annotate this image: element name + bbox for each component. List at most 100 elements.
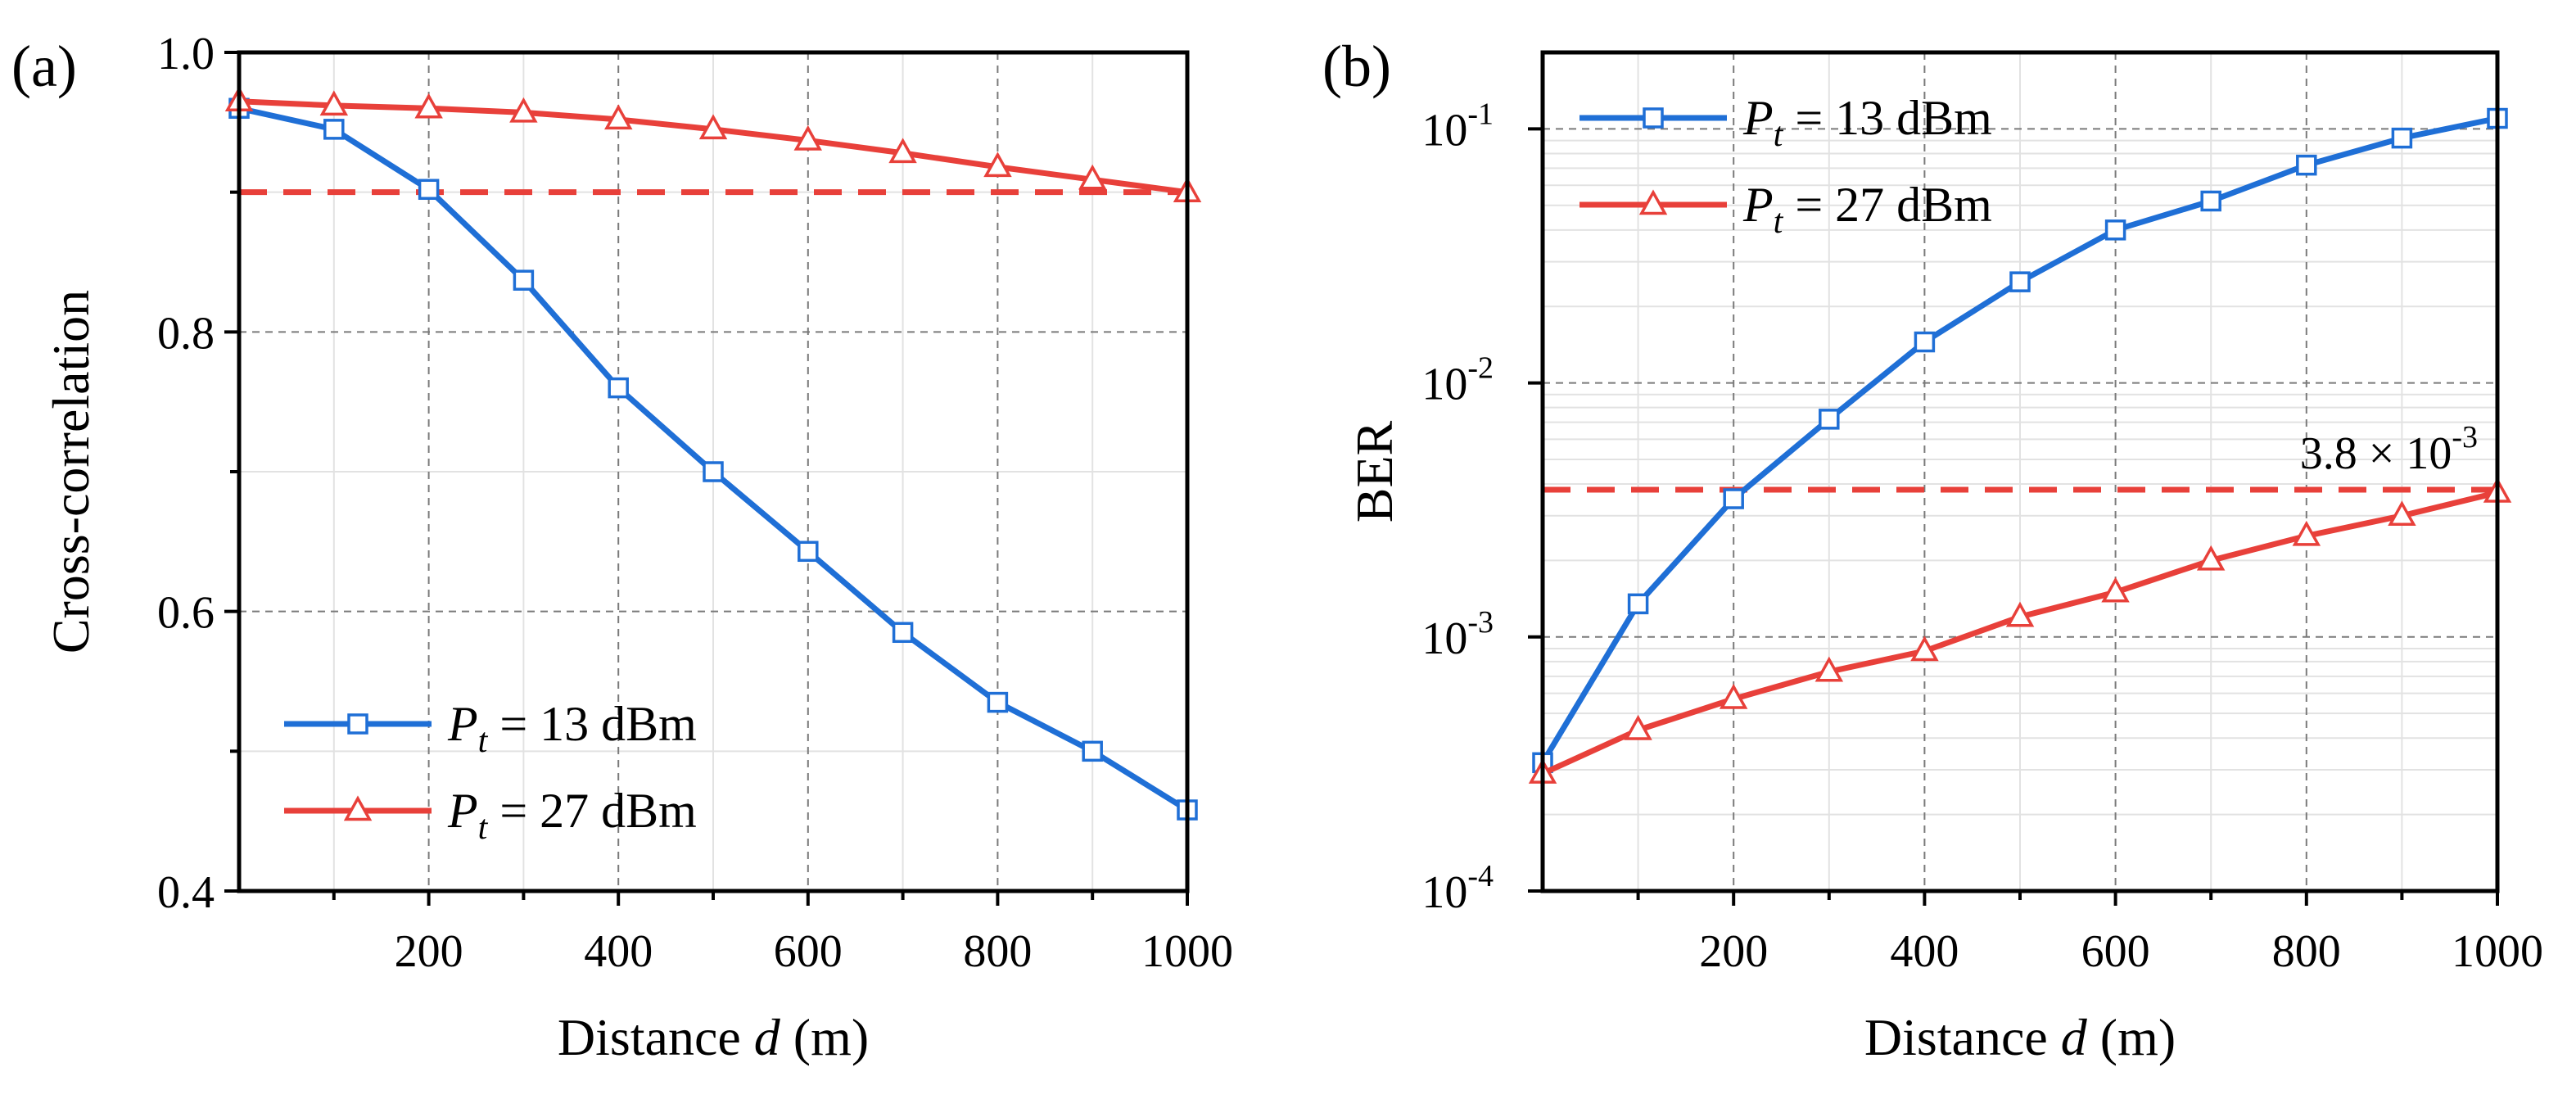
grid bbox=[239, 52, 1187, 891]
data-point bbox=[2009, 271, 2031, 292]
data-point bbox=[698, 114, 728, 140]
grid bbox=[1543, 52, 2497, 891]
data-point bbox=[418, 179, 440, 201]
legend-rest: = 27 dBm bbox=[487, 784, 697, 838]
legend-var: P bbox=[1742, 178, 1774, 232]
data-point bbox=[323, 119, 345, 140]
data-point bbox=[892, 622, 914, 644]
data-point bbox=[1814, 656, 1844, 682]
data-point bbox=[1723, 488, 1744, 509]
data-point bbox=[1910, 635, 1939, 662]
x-tick-label: 600 bbox=[774, 926, 843, 977]
y-tick-exponent: -3 bbox=[1467, 605, 1494, 640]
panel-label: (b) bbox=[1322, 34, 1391, 99]
data-point bbox=[2296, 154, 2317, 176]
y-tick-base: 10 bbox=[1421, 105, 1467, 156]
x-tick-label: 200 bbox=[1699, 926, 1768, 977]
data-point bbox=[414, 93, 443, 119]
y-axis-label: Cross-correlation bbox=[42, 290, 100, 654]
legend-rest: = 27 dBm bbox=[1783, 178, 1992, 232]
x-axis-label-var: d bbox=[2061, 1008, 2088, 1066]
x-axis-label-var: d bbox=[754, 1008, 781, 1066]
data-point bbox=[2101, 577, 2130, 603]
legend-sub: t bbox=[1774, 116, 1784, 154]
data-point bbox=[608, 377, 629, 399]
data-point bbox=[1082, 740, 1103, 762]
legend-marker bbox=[1643, 107, 1664, 129]
data-point bbox=[1078, 164, 1107, 190]
x-axis-label-unit: (m) bbox=[2087, 1008, 2176, 1066]
y-tick-label: 0.8 bbox=[157, 308, 215, 359]
x-tick-label: 200 bbox=[395, 926, 463, 977]
data-point bbox=[2292, 520, 2321, 546]
legend-rest: = 13 dBm bbox=[1783, 91, 1992, 145]
legend-rest: = 13 dBm bbox=[487, 697, 697, 751]
data-point bbox=[2388, 500, 2416, 527]
chart-panel-b: 200 400 600 800 100010-410-310-210-1Distance… bbox=[1322, 34, 2543, 1066]
data-point bbox=[319, 90, 349, 116]
y-tick-label: 10-2 bbox=[1421, 351, 1494, 410]
legend-label: Pt = 27 dBm bbox=[447, 784, 697, 847]
y-axis-label: BER bbox=[1345, 420, 1403, 522]
y-tick-label: 10-1 bbox=[1421, 97, 1494, 156]
y-tick-label: 1.0 bbox=[157, 29, 215, 79]
data-point bbox=[1719, 683, 1748, 709]
data-point bbox=[2200, 190, 2221, 212]
data-point bbox=[793, 124, 822, 151]
y-tick-label: 10-4 bbox=[1421, 859, 1494, 918]
data-point bbox=[798, 540, 819, 563]
x-tick-label: 600 bbox=[2081, 926, 2150, 977]
legend-var: P bbox=[447, 784, 478, 838]
x-tick-label: 400 bbox=[1890, 926, 1959, 977]
y-tick-exponent: -4 bbox=[1467, 859, 1494, 893]
x-tick-label: 400 bbox=[584, 926, 653, 977]
data-point bbox=[1914, 331, 1936, 353]
y-tick-label: 0.6 bbox=[157, 588, 215, 639]
x-tick-label: 1000 bbox=[1141, 926, 1233, 977]
x-axis-label-text: Distance bbox=[1864, 1008, 2061, 1066]
x-tick-label: 1000 bbox=[2452, 926, 2543, 977]
legend-sub: t bbox=[478, 809, 489, 847]
data-point bbox=[513, 269, 535, 291]
x-tick-label: 800 bbox=[963, 926, 1032, 977]
data-point bbox=[1819, 409, 1840, 430]
data-point bbox=[2196, 545, 2226, 571]
x-axis-label: Distance d (m) bbox=[558, 1008, 869, 1066]
x-axis-label-text: Distance bbox=[558, 1008, 754, 1066]
legend-var: P bbox=[447, 697, 478, 751]
legend-label: Pt = 13 dBm bbox=[1742, 91, 1992, 154]
y-tick-exponent: -1 bbox=[1467, 97, 1494, 131]
legend-var: P bbox=[1742, 91, 1774, 145]
chart-panel-a: 200 400 600 800 1000 0.4 0.6 0.8 1.0 Distance d (… bbox=[11, 29, 1233, 1066]
y-tick-label: 0.4 bbox=[157, 867, 215, 918]
data-point bbox=[1627, 593, 1649, 615]
y-tick-base: 10 bbox=[1421, 867, 1467, 918]
data-point bbox=[888, 138, 917, 164]
legend-marker bbox=[347, 713, 368, 735]
data-point bbox=[703, 461, 724, 482]
legend-label: Pt = 13 dBm bbox=[447, 697, 697, 760]
legend-sub: t bbox=[478, 722, 489, 760]
data-point bbox=[2005, 601, 2035, 627]
annotation-base: 3.8 × 10 bbox=[2300, 428, 2452, 479]
x-tick-label: 800 bbox=[2272, 926, 2341, 977]
data-point bbox=[2104, 219, 2126, 241]
legend-sub: t bbox=[1774, 203, 1784, 241]
annotation-exponent: -3 bbox=[2452, 420, 2478, 455]
legend-marker bbox=[1638, 189, 1668, 215]
legend-label: Pt = 27 dBm bbox=[1742, 178, 1992, 241]
legend-marker bbox=[343, 795, 373, 821]
data-point bbox=[1624, 714, 1652, 740]
x-axis-label: Distance d (m) bbox=[1864, 1008, 2176, 1066]
threshold-annotation: 3.8 × 10-3 bbox=[2300, 420, 2478, 479]
data-point bbox=[604, 104, 633, 130]
panel-label: (a) bbox=[11, 34, 77, 99]
y-tick-label: 10-3 bbox=[1421, 605, 1494, 664]
y-tick-exponent: -2 bbox=[1467, 351, 1494, 386]
y-tick-base: 10 bbox=[1421, 360, 1467, 410]
x-axis-label-unit: (m) bbox=[780, 1008, 869, 1066]
data-point bbox=[987, 691, 1009, 713]
